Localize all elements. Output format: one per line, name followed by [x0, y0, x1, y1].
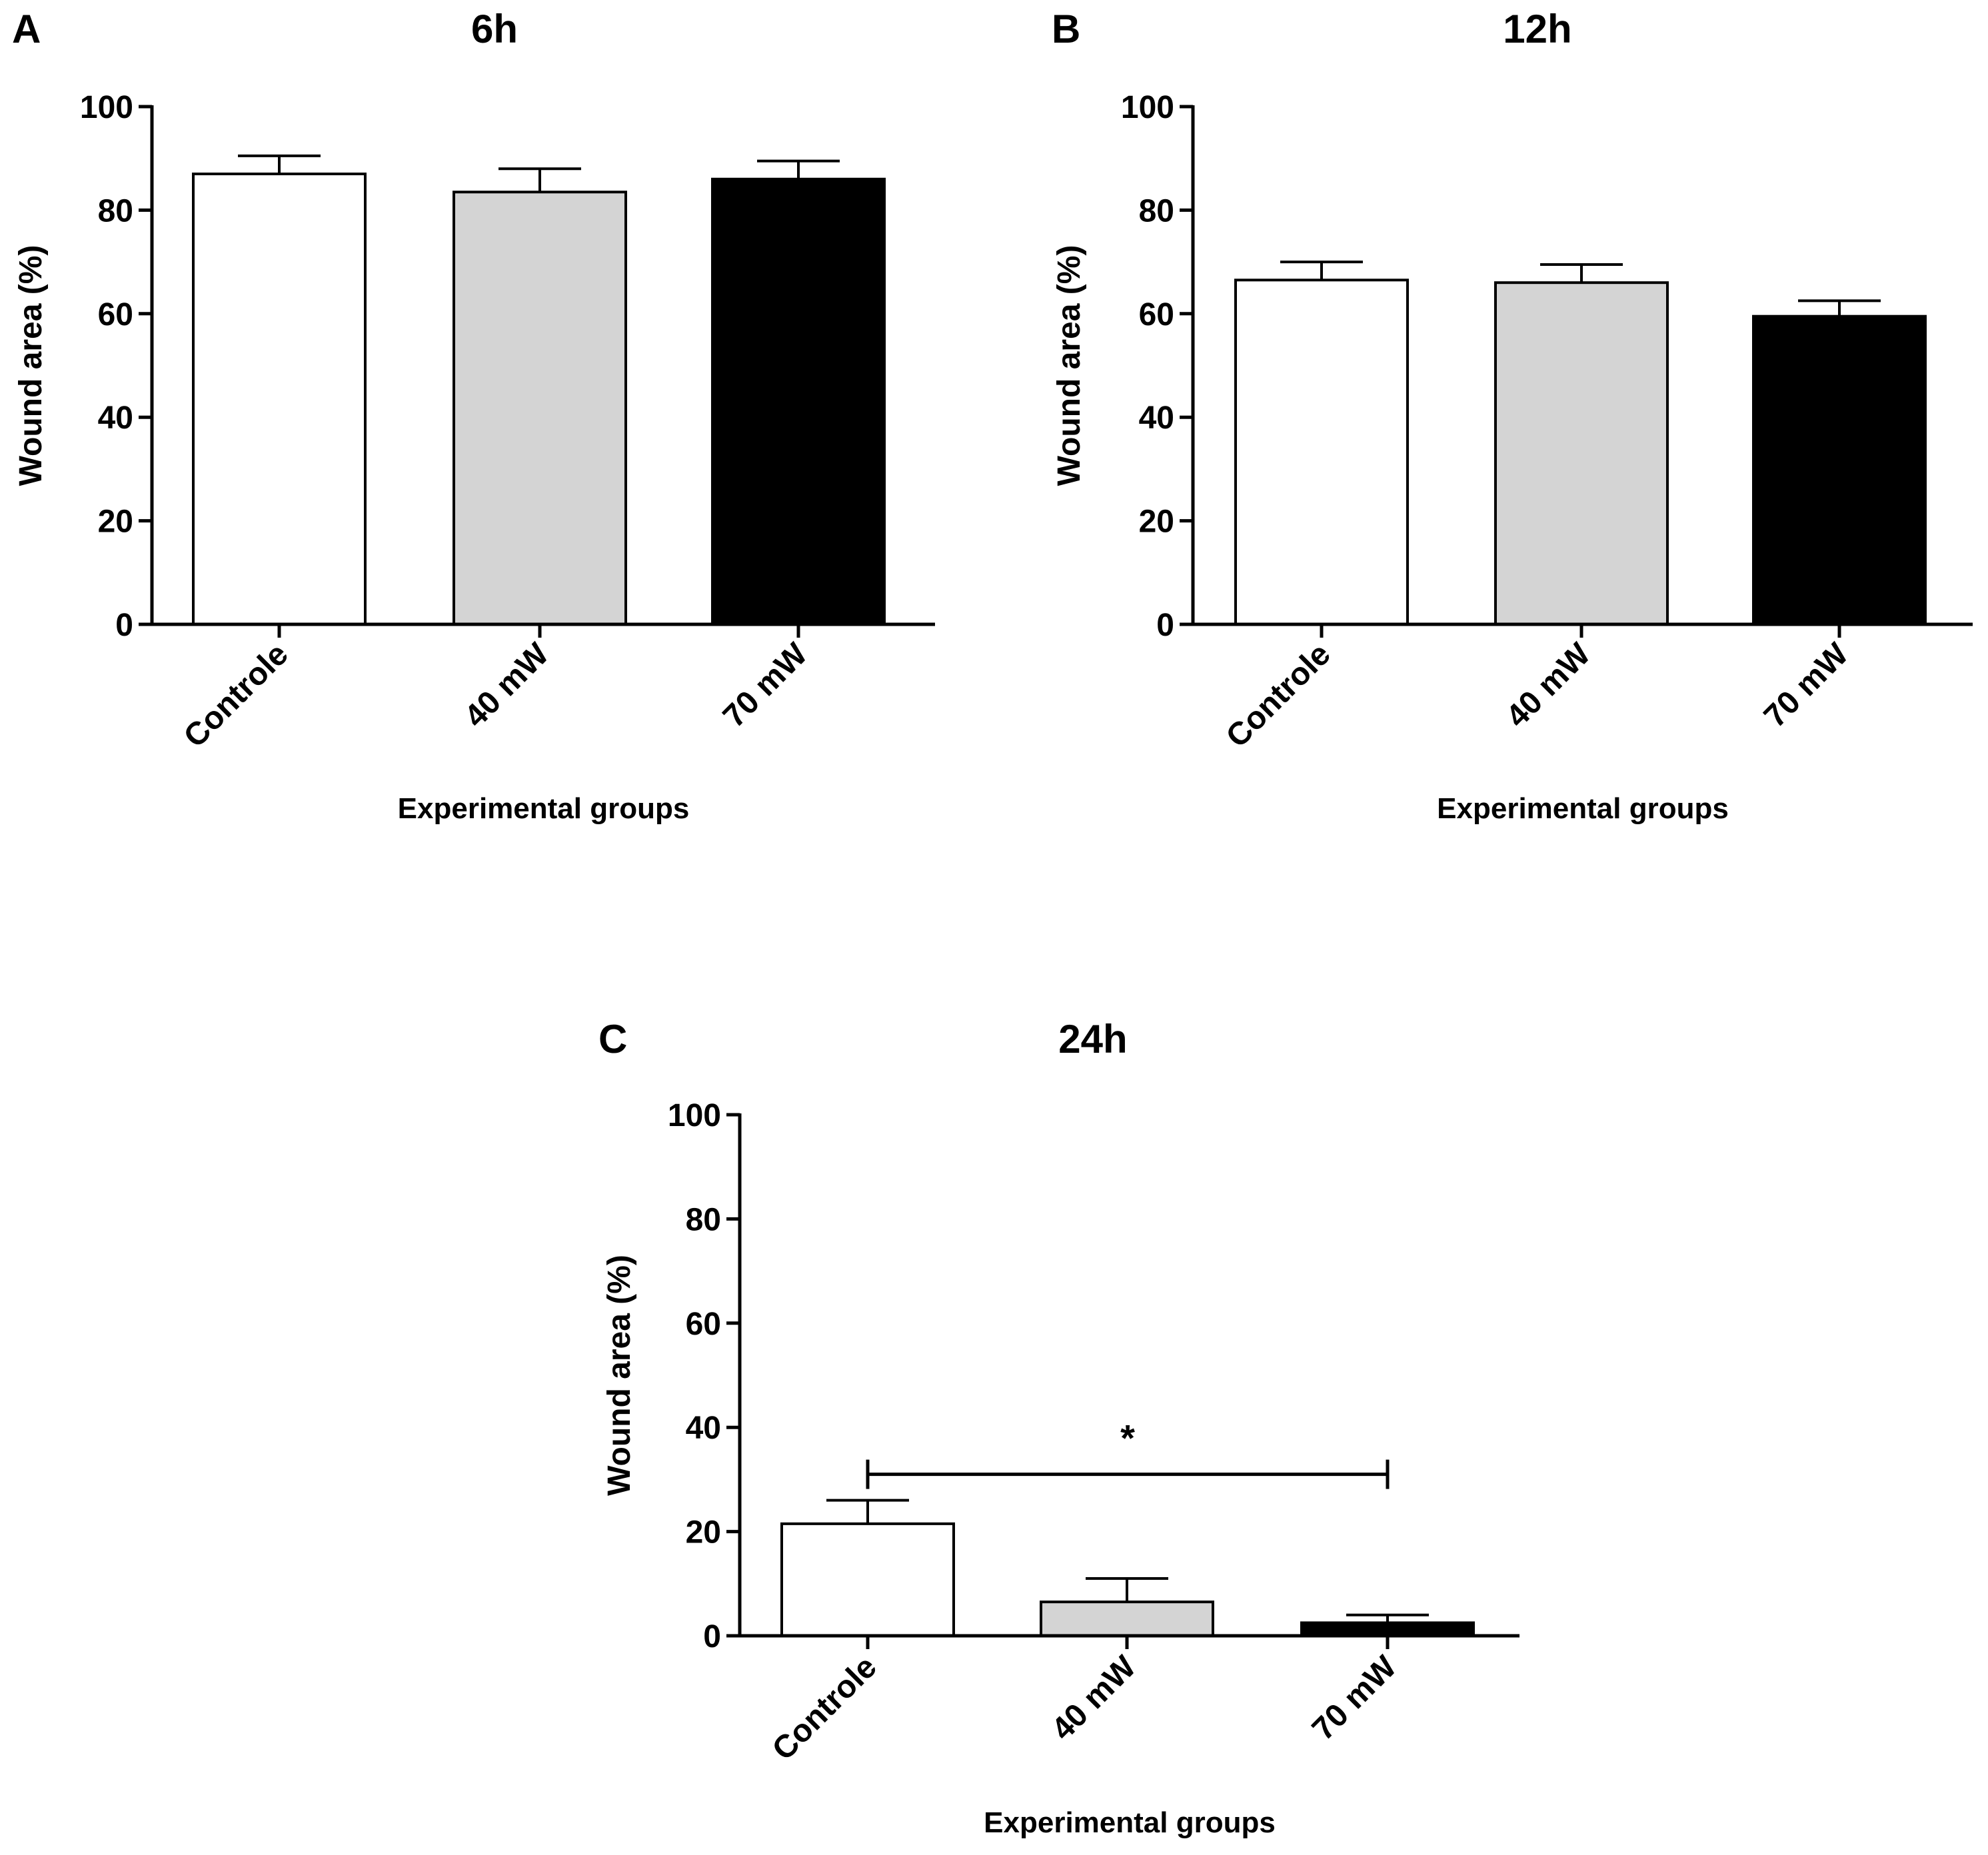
panel-a: A 6h 0 20 40 60 80 100 Controle 40 mW 70 mW Wound a…: [12, 7, 935, 825]
y-tick-label: 60: [686, 1307, 721, 1342]
y-tick-label: 20: [1139, 504, 1174, 540]
x-tick-label: Controle: [766, 1649, 884, 1767]
significance-marker: *: [1120, 1417, 1135, 1459]
y-tick-label: 80: [1139, 193, 1174, 229]
panel-letter: B: [1052, 7, 1080, 51]
x-tick-label: 70 mW: [1757, 636, 1855, 734]
y-tick-label: 40: [1139, 400, 1174, 436]
bar: [711, 177, 886, 626]
chart-title: 6h: [471, 7, 518, 51]
y-tick-label: 20: [98, 504, 133, 540]
x-axis-label: Experimental groups: [1437, 792, 1729, 825]
y-tick-label: 40: [98, 400, 133, 436]
x-axis-label: Experimental groups: [984, 1806, 1276, 1839]
x-tick-label: 40 mW: [1499, 636, 1597, 734]
y-axis-label: Wound area (%): [602, 1255, 637, 1496]
y-tick-label: 60: [1139, 297, 1174, 332]
x-tick-label: 40 mW: [1045, 1649, 1143, 1747]
bar: [453, 191, 627, 626]
x-tick-label: 40 mW: [458, 636, 556, 734]
panel-b: B 12h 0 20 40 60 80 100 Controle 40 mW 70 mW Wound …: [1052, 7, 1973, 825]
bar: [192, 173, 367, 626]
bar: [1494, 281, 1669, 626]
y-tick-label: 80: [98, 193, 133, 229]
x-tick-label: 70 mW: [1306, 1649, 1404, 1747]
y-tick-label: 100: [668, 1098, 721, 1133]
y-tick-label: 0: [703, 1619, 721, 1654]
panel-letter: C: [598, 1017, 627, 1061]
y-axis-label: Wound area (%): [13, 245, 49, 486]
bar: [780, 1522, 955, 1638]
bar: [1300, 1621, 1475, 1637]
y-tick-label: 100: [80, 90, 133, 125]
bar: [1234, 279, 1409, 626]
chart-title: 12h: [1503, 7, 1571, 51]
bar: [1040, 1600, 1214, 1637]
chart-title: 24h: [1058, 1017, 1127, 1061]
x-tick-label: Controle: [177, 636, 295, 754]
y-tick-label: 100: [1121, 90, 1174, 125]
y-tick-label: 20: [686, 1515, 721, 1550]
y-tick-label: 60: [98, 297, 133, 332]
x-tick-label: 70 mW: [716, 636, 814, 734]
panel-letter: A: [12, 7, 41, 51]
y-tick-label: 0: [115, 608, 133, 643]
x-tick-label: Controle: [1220, 636, 1338, 754]
bar: [1752, 314, 1927, 626]
y-tick-label: 0: [1156, 608, 1174, 643]
x-axis-label: Experimental groups: [398, 792, 690, 825]
y-tick-label: 40: [686, 1411, 721, 1446]
panel-c: C 24h 0 20 40 60 80 100 Controle 40 mW 70 mW Wound …: [598, 1017, 1519, 1839]
y-axis-label: Wound area (%): [1052, 245, 1087, 486]
y-tick-label: 80: [686, 1202, 721, 1237]
